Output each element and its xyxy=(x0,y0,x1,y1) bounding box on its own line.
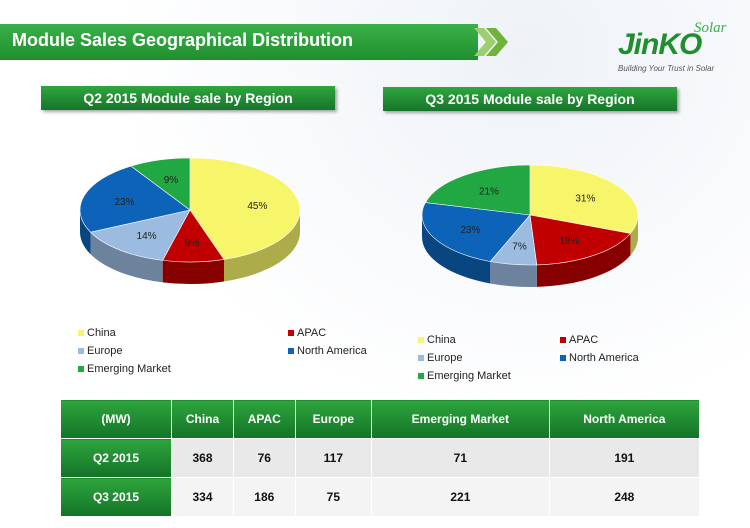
chart2-title: Q3 2015 Module sale by Region xyxy=(383,87,677,111)
legend-swatch xyxy=(288,330,294,337)
legend-swatch xyxy=(418,337,424,344)
data-label: 45% xyxy=(247,201,267,212)
legend-swatch xyxy=(78,348,84,355)
legend-label: Europe xyxy=(87,345,123,357)
legend-swatch xyxy=(78,330,84,337)
pie-slice-side-europe xyxy=(490,261,537,287)
table-cell: 248 xyxy=(548,477,701,517)
chevron-right-icon xyxy=(474,28,508,56)
table-cell: 191 xyxy=(548,438,701,478)
pie-2: 31% 18% 7% 23% 21% xyxy=(421,164,639,287)
chart1-title: Q2 2015 Module sale by Region xyxy=(41,86,335,110)
table-cell: 71 xyxy=(371,438,550,478)
data-label: 23% xyxy=(460,225,480,236)
legend-label: China xyxy=(427,334,456,346)
table-row: Q2 2015 368 76 117 71 191 xyxy=(60,438,701,478)
pie-slice-china xyxy=(529,164,639,234)
legend-label: APAC xyxy=(297,327,327,339)
pie-slice-north-america xyxy=(421,202,531,262)
table-cell: 334 xyxy=(171,477,234,517)
logo-tagline: Building Your Trust in Solar xyxy=(618,64,715,73)
legend-swatch xyxy=(418,373,424,380)
page-title: Module Sales Geographical Distribution xyxy=(12,30,354,50)
logo-name: JinKO xyxy=(618,28,702,61)
legend-item-europe: Europe xyxy=(78,345,122,357)
legend-item-north-america: North America xyxy=(560,352,639,364)
table-header-row: (MW) China APAC Europe Emerging Market N… xyxy=(60,399,701,439)
pie-charts: 45% 9% 14% 23% 9% 31% 18% 7% 23% 21% xyxy=(79,157,639,287)
sales-table: (MW) China APAC Europe Emerging Market N… xyxy=(60,399,701,517)
pie-slice-north-america xyxy=(79,165,191,233)
legend-label: China xyxy=(87,327,116,339)
legend-label: North America xyxy=(569,352,639,364)
pie-slice-side-north-america xyxy=(80,210,91,255)
column-header: China xyxy=(171,399,234,439)
table-cell: 76 xyxy=(233,438,296,478)
legend-swatch xyxy=(78,366,84,373)
column-header: Europe xyxy=(294,399,373,439)
row-label: Q2 2015 xyxy=(60,438,172,478)
pie-slice-side-apac xyxy=(162,259,224,284)
table-cell: 117 xyxy=(294,438,373,478)
table-cell: 221 xyxy=(371,477,550,517)
pie-slice-side-europe xyxy=(90,232,163,283)
pie-slice-emerging-market xyxy=(424,164,531,216)
legend-label: Emerging Market xyxy=(427,370,511,382)
pie-slice-side-apac xyxy=(536,233,631,287)
data-label: 9% xyxy=(164,175,179,186)
row-label: Q3 2015 xyxy=(60,477,172,517)
legend-item-emerging-market: Emerging Market xyxy=(418,370,511,382)
pie-slice-side-north-america xyxy=(422,215,491,284)
table-row: Q3 2015 334 186 75 221 248 xyxy=(60,477,701,517)
pie-slice-china xyxy=(189,157,301,260)
table-cell: 75 xyxy=(294,477,373,517)
legend-item-europe: Europe xyxy=(418,352,462,364)
legend-item-apac: APAC xyxy=(560,334,598,346)
legend-item-china: China xyxy=(78,327,116,339)
legend-item-north-america: North America xyxy=(288,345,367,357)
legend-label: Europe xyxy=(427,352,463,364)
data-label: 14% xyxy=(137,231,157,242)
logo-suffix: Solar xyxy=(694,20,727,36)
jinko-logo: JinKO Solar Building Your Trust in Solar xyxy=(612,20,742,80)
data-label: 31% xyxy=(575,194,595,205)
table-cell: 186 xyxy=(233,477,296,517)
legend-label: North America xyxy=(297,345,367,357)
column-header: (MW) xyxy=(60,399,172,439)
legend-swatch xyxy=(418,355,424,362)
data-label: 7% xyxy=(512,242,527,253)
legend-item-apac: APAC xyxy=(288,327,326,339)
column-header: APAC xyxy=(233,399,296,439)
legend-item-emerging-market: Emerging Market xyxy=(78,363,171,375)
data-label: 18% xyxy=(559,236,579,247)
column-header: North America xyxy=(548,399,701,439)
pie-1: 45% 9% 14% 23% 9% xyxy=(79,157,301,284)
data-label: 21% xyxy=(479,187,499,198)
column-header: Emerging Market xyxy=(371,399,550,439)
legend-label: APAC xyxy=(569,334,599,346)
legend-item-china: China xyxy=(418,334,456,346)
pie-slice-side-china xyxy=(223,210,300,282)
data-label: 23% xyxy=(115,197,135,208)
data-label: 9% xyxy=(185,238,200,249)
legend-label: Emerging Market xyxy=(87,363,171,375)
legend-swatch xyxy=(288,348,294,355)
pie-slice-emerging-market xyxy=(130,157,191,211)
title-bar: Module Sales Geographical Distribution xyxy=(0,24,478,60)
legend-swatch xyxy=(560,337,566,344)
pie-slice-europe xyxy=(89,209,191,261)
pie-slice-apac xyxy=(529,214,631,266)
legend-swatch xyxy=(560,355,566,362)
table-cell: 368 xyxy=(171,438,234,478)
